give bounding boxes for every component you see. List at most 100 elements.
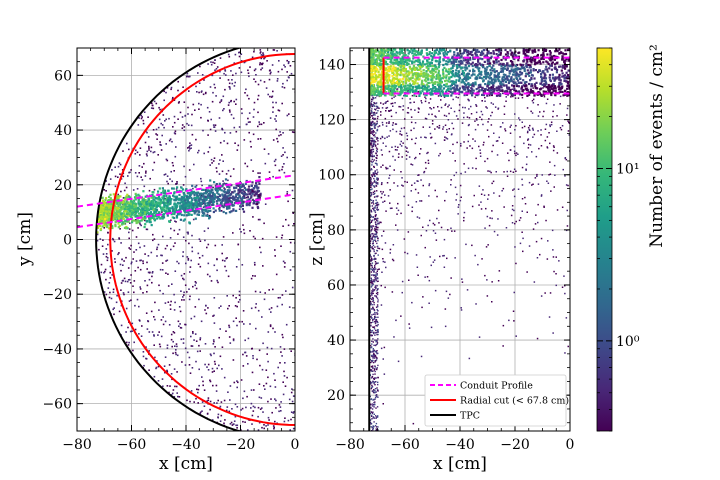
heatmap-cell	[209, 86, 212, 88]
heatmap-cell	[258, 349, 261, 352]
heatmap-cell	[220, 305, 222, 307]
heatmap-cell	[218, 182, 221, 185]
heatmap-cell	[382, 201, 384, 203]
heatmap-cell	[237, 243, 240, 246]
heatmap-cell	[419, 200, 421, 202]
heatmap-cell	[163, 126, 165, 129]
heatmap-cell	[250, 407, 252, 409]
heatmap-cell	[422, 88, 425, 91]
heatmap-cell	[250, 159, 253, 161]
heatmap-cell	[521, 178, 523, 181]
heatmap-cell	[118, 206, 121, 209]
heatmap-cell	[285, 218, 287, 221]
heatmap-cell	[285, 290, 287, 292]
heatmap-cell	[224, 193, 227, 197]
heatmap-cell	[153, 335, 155, 337]
heatmap-cell	[536, 173, 538, 176]
heatmap-cell	[227, 197, 230, 200]
heatmap-cell	[408, 87, 412, 90]
heatmap-cell	[183, 299, 185, 301]
heatmap-cell	[393, 90, 396, 94]
heatmap-cell	[389, 189, 391, 191]
heatmap-cell	[196, 213, 199, 216]
heatmap-cell	[229, 88, 231, 90]
heatmap-cell	[446, 138, 449, 140]
heatmap-cell	[236, 380, 238, 382]
heatmap-cell	[459, 52, 462, 55]
heatmap-cell	[548, 89, 551, 92]
heatmap-cell	[105, 206, 108, 209]
heatmap-cell	[168, 364, 171, 366]
heatmap-cell	[203, 230, 206, 232]
heatmap-cell	[103, 201, 106, 204]
heatmap-cell	[225, 195, 228, 198]
heatmap-cell	[262, 62, 264, 65]
heatmap-cell	[223, 140, 225, 142]
heatmap-cell	[206, 106, 209, 109]
heatmap-cell	[218, 336, 220, 339]
heatmap-cell	[231, 82, 234, 85]
heatmap-cell	[211, 191, 215, 194]
heatmap-cell	[277, 70, 280, 73]
heatmap-cell	[414, 81, 417, 84]
heatmap-cell	[209, 353, 212, 355]
heatmap-cell	[207, 196, 210, 199]
heatmap-cell	[128, 171, 130, 174]
heatmap-cell	[115, 209, 118, 212]
heatmap-cell	[494, 106, 497, 108]
heatmap-cell	[472, 138, 474, 140]
heatmap-cell	[272, 111, 274, 113]
heatmap-cell	[116, 202, 119, 205]
heatmap-cell	[193, 194, 196, 197]
heatmap-cell	[196, 191, 199, 194]
heatmap-cell	[125, 214, 128, 217]
heatmap-cell	[142, 201, 146, 204]
heatmap-cell	[102, 219, 105, 222]
heatmap-cell	[175, 188, 178, 190]
heatmap-cell	[117, 213, 120, 216]
heatmap-cell	[124, 198, 127, 201]
heatmap-cell	[208, 216, 212, 219]
heatmap-cell	[119, 263, 122, 266]
heatmap-cell	[236, 197, 240, 200]
heatmap-cell	[287, 62, 290, 65]
heatmap-cell	[209, 275, 211, 278]
heatmap-cell	[168, 117, 170, 120]
heatmap-cell	[194, 199, 197, 202]
heatmap-cell	[197, 388, 200, 391]
heatmap-cell	[208, 111, 211, 113]
heatmap-cell	[222, 194, 225, 197]
heatmap-cell	[180, 274, 183, 277]
heatmap-cell	[423, 63, 427, 66]
heatmap-cell	[210, 280, 213, 282]
heatmap-cell	[242, 185, 245, 188]
heatmap-cell	[188, 146, 190, 148]
heatmap-cell	[525, 163, 528, 166]
heatmap-cell	[141, 202, 144, 205]
heatmap-cell	[237, 192, 240, 195]
heatmap-cell	[426, 152, 428, 155]
heatmap-cell	[135, 221, 138, 225]
heatmap-cell	[369, 295, 372, 297]
heatmap-cell	[234, 403, 237, 406]
heatmap-cell	[257, 429, 260, 431]
heatmap-cell	[122, 264, 124, 266]
heatmap-cell	[120, 324, 123, 327]
heatmap-cell	[102, 239, 104, 241]
heatmap-cell	[158, 204, 161, 207]
heatmap-cell	[376, 219, 378, 222]
heatmap-cell	[460, 307, 462, 309]
heatmap-cell	[207, 204, 210, 207]
heatmap-cell	[167, 203, 170, 206]
heatmap-cell	[526, 131, 529, 134]
heatmap-cell	[242, 193, 245, 196]
heatmap-cell	[385, 166, 387, 169]
heatmap-cell	[511, 205, 514, 207]
heatmap-cell	[554, 87, 557, 90]
heatmap-cell	[250, 146, 252, 148]
heatmap-cell	[412, 422, 415, 425]
heatmap-cell	[498, 136, 500, 139]
heatmap-cell	[145, 153, 148, 155]
heatmap-cell	[187, 213, 190, 216]
heatmap-cell	[392, 92, 395, 95]
